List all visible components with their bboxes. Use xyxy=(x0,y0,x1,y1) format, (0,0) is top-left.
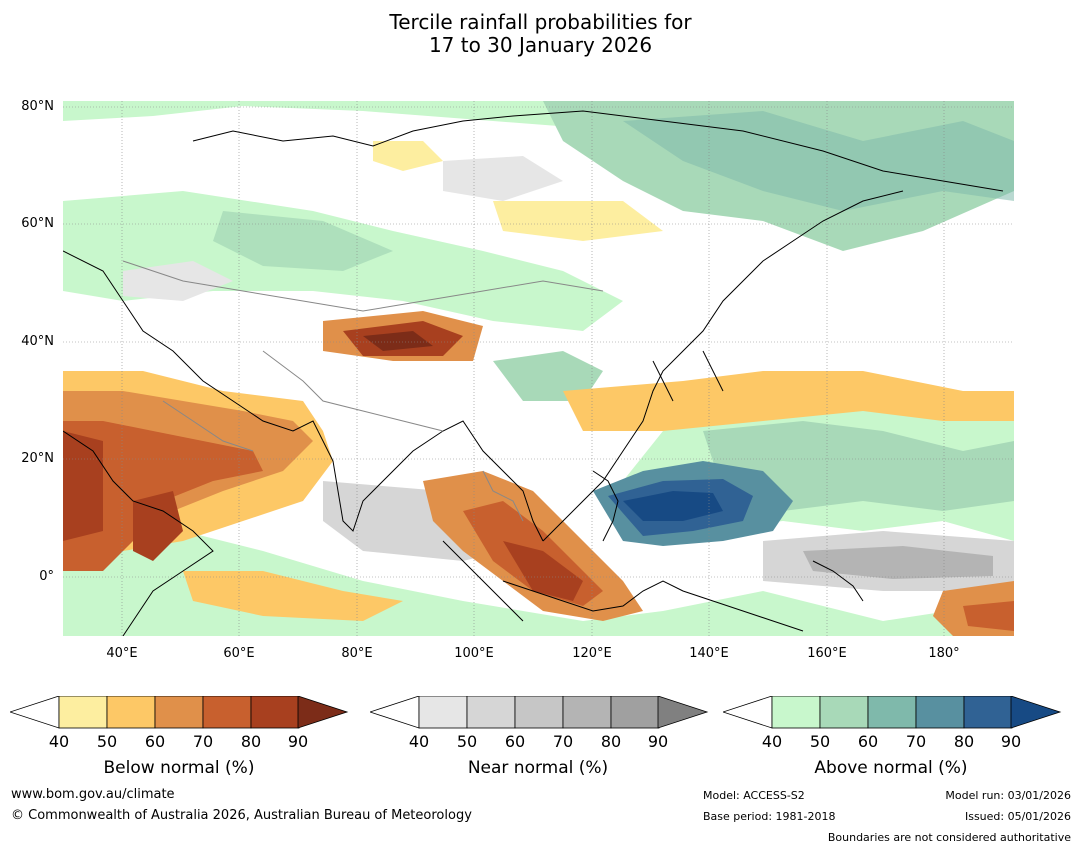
tick: 60 xyxy=(857,732,879,751)
tick: 50 xyxy=(456,732,478,751)
colorbar-segment xyxy=(867,696,917,729)
colorbar-near-end xyxy=(657,696,709,729)
tick: 80 xyxy=(240,732,262,751)
colorbar-above-normal xyxy=(723,696,1062,729)
lat-label-40n: 40°N xyxy=(21,334,54,349)
colorbar-segment xyxy=(514,696,564,729)
colorbar-segment xyxy=(418,696,468,729)
below-normal-areas xyxy=(63,141,1014,636)
graticule xyxy=(63,101,1014,636)
colorbar-segment xyxy=(915,696,965,729)
tick: 70 xyxy=(905,732,927,751)
lat-label-20n: 20°N xyxy=(21,451,54,466)
tick: 40 xyxy=(408,732,430,751)
boundaries-note: Boundaries are not considered authoritat… xyxy=(827,831,1071,844)
lon-label-40e: 40°E xyxy=(106,646,138,661)
issued-text: Issued: 05/01/2026 xyxy=(964,810,1071,823)
coastlines xyxy=(63,110,1004,636)
tick: 60 xyxy=(144,732,166,751)
colorbar-below-end xyxy=(297,696,349,729)
copyright-text: © Commonwealth of Australia 2026, Austra… xyxy=(11,808,472,823)
map-title-line-2: 17 to 30 January 2026 xyxy=(428,33,653,57)
tick: 40 xyxy=(48,732,70,751)
lon-label-80e: 80°E xyxy=(341,646,373,661)
website-link[interactable]: www.bom.gov.au/climate xyxy=(11,787,175,802)
lon-label-60e: 60°E xyxy=(223,646,255,661)
tick: 90 xyxy=(1000,732,1022,751)
colorbar-segment xyxy=(963,696,1013,729)
colorbar-below-normal xyxy=(10,696,349,729)
tick: 80 xyxy=(953,732,975,751)
base-period-text: Base period: 1981-2018 xyxy=(703,810,836,823)
colorbar-segment xyxy=(610,696,660,729)
model-text: Model: ACCESS-S2 xyxy=(703,789,805,802)
tick: 40 xyxy=(761,732,783,751)
near-normal-areas xyxy=(123,156,1014,591)
lat-label-60n: 60°N xyxy=(21,216,54,231)
colorbar-segment xyxy=(562,696,612,729)
lat-label-80n: 80°N xyxy=(21,99,54,114)
colorbar-below-title: Below normal (%) xyxy=(103,758,255,778)
tick: 90 xyxy=(647,732,669,751)
colorbar-above-title: Above normal (%) xyxy=(814,758,968,778)
rainfall-probability-map xyxy=(63,101,1014,636)
model-run-text: Model run: 03/01/2026 xyxy=(945,789,1071,802)
colorbar-near-normal xyxy=(370,696,709,729)
lon-label-120e: 120°E xyxy=(572,646,612,661)
tick: 50 xyxy=(809,732,831,751)
tick: 80 xyxy=(600,732,622,751)
colorbar-segment xyxy=(58,696,108,729)
lat-label-0: 0° xyxy=(39,569,54,584)
country-boundaries xyxy=(122,260,604,522)
colorbar-above-end xyxy=(1010,696,1062,729)
colorbar-segment xyxy=(819,696,869,729)
lon-label-100e: 100°E xyxy=(454,646,494,661)
tick: 90 xyxy=(287,732,309,751)
tick: 50 xyxy=(96,732,118,751)
lon-label-140e: 140°E xyxy=(689,646,729,661)
colorbar-segment xyxy=(771,696,821,729)
lon-label-160e: 160°E xyxy=(807,646,847,661)
colorbar-near-title: Near normal (%) xyxy=(467,758,609,778)
colorbar-segment xyxy=(250,696,300,729)
colorbar-segment xyxy=(106,696,156,729)
tick: 70 xyxy=(192,732,214,751)
tick: 60 xyxy=(504,732,526,751)
lon-label-180: 180° xyxy=(928,646,960,661)
map-title-line-1: Tercile rainfall probabilities for xyxy=(389,10,692,34)
strong-above-normal-area xyxy=(593,461,793,546)
tick: 70 xyxy=(552,732,574,751)
colorbar-segment xyxy=(466,696,516,729)
colorbar-segment xyxy=(154,696,204,729)
colorbar-segment xyxy=(202,696,252,729)
